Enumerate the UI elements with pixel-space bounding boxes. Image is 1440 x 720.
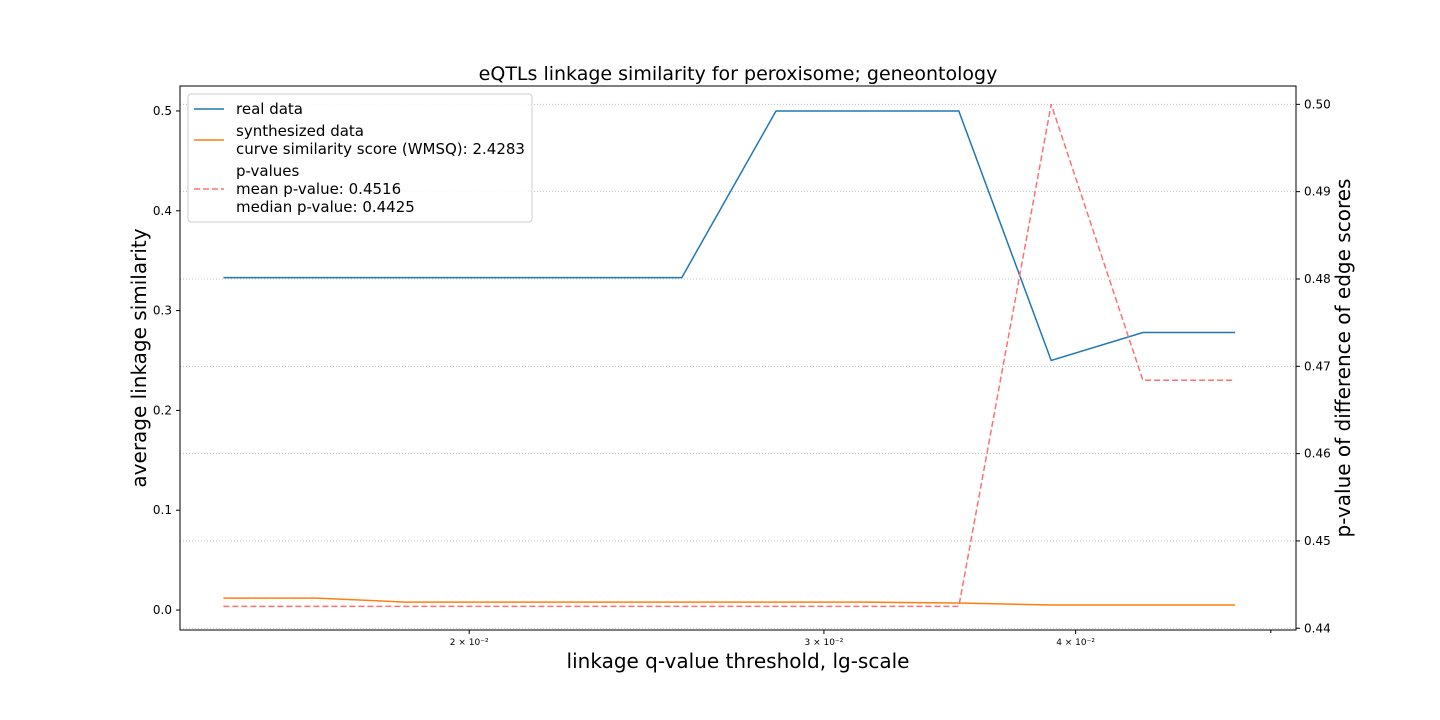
series-line-real-data bbox=[223, 110, 1236, 362]
legend-label: mean p-value: 0.4516 bbox=[236, 180, 401, 198]
legend-label: synthesized data bbox=[236, 122, 364, 140]
y2-tick-label: 0.49 bbox=[1304, 185, 1331, 199]
legend-box bbox=[187, 93, 533, 223]
x-tick-label: 2 × 10⁻² bbox=[450, 638, 489, 648]
x-tick-label: 4 × 10⁻² bbox=[1056, 638, 1095, 648]
axis-layer: 0.0 0.1 0.2 0.3 0.4 0.5 0.44 0.45 0.46 0.47 0.48 0.… bbox=[153, 97, 1331, 648]
y2-tick-label: 0.44 bbox=[1304, 621, 1331, 635]
series-layer bbox=[223, 104, 1236, 608]
y2-tick-label: 0.48 bbox=[1304, 272, 1331, 286]
series-line-p-values bbox=[223, 104, 1236, 608]
x-tick-label: 3 × 10⁻² bbox=[805, 638, 844, 648]
x-axis-title: linkage q-value threshold, lg-scale bbox=[567, 649, 910, 673]
legend-label: p-values bbox=[236, 162, 300, 180]
y2-tick-label: 0.50 bbox=[1304, 97, 1331, 111]
y-tick-label: 0.1 bbox=[153, 503, 172, 517]
legend-label: median p-value: 0.4425 bbox=[236, 198, 415, 216]
y2-tick-label: 0.46 bbox=[1304, 447, 1331, 461]
y-tick-label: 0.2 bbox=[153, 403, 172, 417]
y-axis-title: average linkage similarity bbox=[127, 228, 151, 487]
y-tick-label: 0.5 bbox=[153, 104, 172, 118]
legend-label: curve similarity score (WMSQ): 2.4283 bbox=[236, 140, 525, 158]
y-tick-label: 0.4 bbox=[153, 204, 172, 218]
series-line-synthesized-data bbox=[223, 597, 1236, 606]
chart-title: eQTLs linkage similarity for peroxisome;… bbox=[479, 63, 998, 85]
legend-label: real data bbox=[236, 100, 303, 118]
y2-axis-title: p-value of difference of edge scores bbox=[1331, 179, 1355, 538]
y-tick-label: 0.3 bbox=[153, 304, 172, 318]
y2-tick-label: 0.45 bbox=[1304, 534, 1331, 548]
y2-tick-label: 0.47 bbox=[1304, 359, 1331, 373]
plot-frame bbox=[179, 85, 1297, 631]
y-tick-label: 0.0 bbox=[153, 603, 172, 617]
